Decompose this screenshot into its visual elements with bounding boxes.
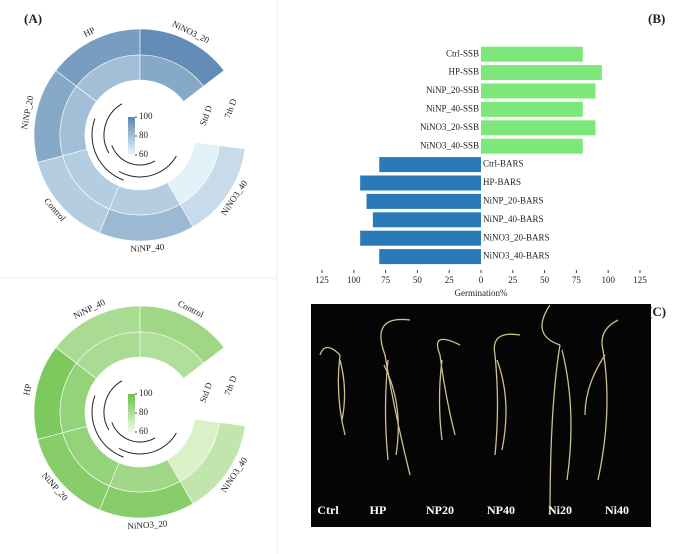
category-label: HP-SSB (448, 67, 479, 77)
ring-label: Std D (198, 381, 215, 404)
dendrogram (91, 395, 124, 458)
x-tick-label: 75 (572, 275, 582, 285)
category-label: NiNP_20-SSB (426, 85, 479, 95)
photo (311, 304, 651, 527)
dendrogram (91, 118, 124, 181)
category-label: NiNO3_40-BARS (483, 251, 550, 261)
colorbar-label: 60 (139, 149, 149, 159)
ring-label: 7th D (222, 97, 238, 120)
dendrogram (103, 103, 123, 154)
photo-label: NP40 (487, 503, 515, 517)
bar (481, 101, 583, 117)
photo-label: Ctrl (317, 503, 339, 517)
category-label: NiNO3_40-SSB (420, 140, 479, 150)
sector-label: NiNP_20 (19, 94, 36, 130)
dendrogram (118, 155, 177, 178)
bar (481, 46, 583, 62)
x-tick-label: 50 (540, 275, 550, 285)
category-label: NiNO3_20-BARS (483, 232, 550, 242)
panel-label: (B) (648, 11, 665, 26)
heat-cell (139, 54, 204, 102)
dendrogram (118, 432, 177, 455)
sector-label: HP (21, 383, 33, 396)
panel-label: (A) (24, 11, 42, 26)
bar (360, 175, 481, 191)
category-label: Ctrl-BARS (483, 159, 524, 169)
x-tick-label: 0 (479, 275, 484, 285)
x-tick-label: 25 (508, 275, 518, 285)
bar (379, 157, 481, 173)
x-tick-label: 125 (633, 275, 647, 285)
bar (366, 193, 481, 209)
photo-label: Ni20 (548, 503, 572, 517)
photo-label: HP (370, 503, 387, 517)
seedlings (319, 304, 619, 516)
heat-cell (139, 331, 204, 379)
colorbar (128, 394, 135, 432)
bar (481, 138, 583, 154)
colorbar (128, 117, 135, 155)
colorbar-label: 100 (139, 388, 153, 398)
dendrogram (111, 422, 156, 443)
dendrogram (103, 380, 123, 431)
category-label: NiNO3_20-SSB (420, 122, 479, 132)
colorbar-label: 100 (139, 111, 153, 121)
panel-label: (C) (648, 304, 666, 319)
photo-label: Ni40 (605, 503, 629, 517)
category-label: HP-BARS (483, 177, 521, 187)
bar (481, 65, 602, 81)
bar (372, 212, 481, 228)
category-label: NiNP_20-BARS (483, 195, 544, 205)
photo-label: NP20 (426, 503, 454, 517)
ring-label: 7th D (222, 374, 238, 397)
category-label: NiNP_40-BARS (483, 214, 544, 224)
x-tick-label: 50 (413, 275, 423, 285)
ring-label: Std D (198, 104, 215, 127)
sector-label: HP (82, 25, 97, 39)
sector-label: NiNO3_20 (127, 518, 168, 531)
category-label: Ctrl-SSB (446, 48, 479, 58)
colorbar-label: 60 (139, 426, 149, 436)
x-tick-label: 100 (601, 275, 615, 285)
bar (360, 230, 481, 246)
category-label: NiNP_40-SSB (426, 103, 479, 113)
colorbar-label: 80 (139, 407, 149, 417)
bar (481, 83, 596, 99)
bar (481, 120, 596, 136)
x-tick-label: 100 (347, 275, 361, 285)
x-axis-label: Germination% (455, 288, 508, 298)
x-tick-label: 25 (445, 275, 455, 285)
bar (379, 249, 481, 265)
x-tick-label: 75 (381, 275, 391, 285)
dendrogram (111, 145, 156, 166)
x-tick-label: 125 (315, 275, 329, 285)
colorbar-label: 80 (139, 130, 149, 140)
sector-label: NiNP_40 (130, 242, 165, 254)
